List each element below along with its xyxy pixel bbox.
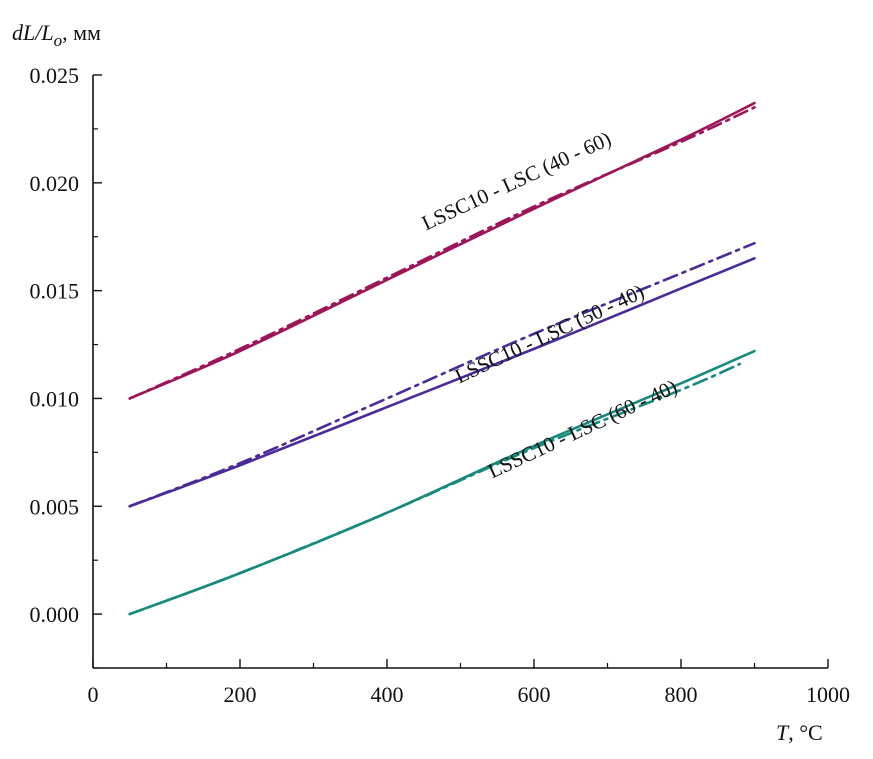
curve-label-2: LSSC10 - LSC (50 - 40) bbox=[451, 280, 648, 389]
y-tick-label: 0.005 bbox=[30, 494, 80, 519]
plot-area bbox=[128, 101, 756, 616]
x-tick-label: 600 bbox=[518, 682, 551, 707]
x-tick-label: 200 bbox=[224, 682, 257, 707]
series-line-3-solid bbox=[128, 256, 756, 508]
x-axis-label-suffix: , °C bbox=[788, 720, 822, 745]
series-line-4-dashdot bbox=[128, 241, 756, 508]
y-axis-label: dL/Lo, мм bbox=[12, 20, 101, 50]
y-axis-label-prefix: dL/L bbox=[12, 20, 54, 45]
axes: 0.000 0.005 0.010 0.015 0.020 0.025 0 200 400 600… bbox=[30, 63, 851, 707]
y-tick-label: 0.010 bbox=[30, 386, 80, 411]
curve-label-1: LSSC10 - LSC (40 - 60) bbox=[418, 126, 615, 235]
y-tick-label: 0.020 bbox=[30, 171, 80, 196]
y-tick-label: 0.015 bbox=[30, 279, 80, 304]
series-line-2-dashdot bbox=[128, 106, 756, 400]
x-axis-label: T, °C bbox=[776, 720, 823, 745]
curve-label-3: LSSC10 - LSC (60 - 40) bbox=[484, 374, 681, 483]
x-axis-label-var: T bbox=[776, 720, 790, 745]
x-tick-label: 400 bbox=[371, 682, 404, 707]
x-tick-label: 0 bbox=[88, 682, 99, 707]
y-tick-label: 0.000 bbox=[30, 602, 80, 627]
series-line-6-dashdot bbox=[128, 362, 742, 616]
x-tick-label: 1000 bbox=[806, 682, 850, 707]
y-tick-label: 0.025 bbox=[30, 63, 80, 88]
y-axis-label-sub: o bbox=[54, 31, 63, 50]
x-tick-label: 800 bbox=[665, 682, 698, 707]
y-axis-label-suffix: , мм bbox=[62, 20, 101, 45]
series-line-1-solid bbox=[128, 101, 756, 400]
